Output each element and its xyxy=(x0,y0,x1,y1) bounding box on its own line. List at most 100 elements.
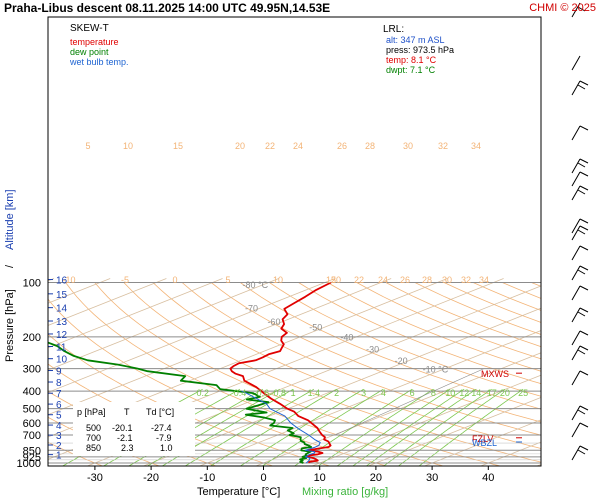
isotherm-label: -50 xyxy=(309,323,322,333)
chart-title: Praha-Libus descent 08.11.2025 14:00 UTC… xyxy=(4,1,330,15)
altitude-tick-label: 14 xyxy=(56,304,68,315)
wind-barb xyxy=(571,158,589,174)
marker-label-wbzl: WBZL xyxy=(472,438,497,448)
x-tick-label: 30 xyxy=(426,472,438,484)
table-row-850-p: 850 xyxy=(86,443,101,453)
legend-temperature: temperature xyxy=(70,37,119,47)
wind-barb-staff xyxy=(571,55,581,71)
mixing-ratio-label: 2 xyxy=(334,388,339,398)
wind-barb xyxy=(571,330,589,346)
wind-barb-staff xyxy=(571,422,581,438)
wind-barb xyxy=(571,345,589,361)
theta-label-lower: 32 xyxy=(461,275,471,285)
theta-label-lower: 30 xyxy=(442,275,452,285)
wind-barb-staff xyxy=(571,307,581,323)
table-row-700-td: -7.9 xyxy=(156,433,172,443)
table-header-t: T xyxy=(124,407,130,417)
x-tick-label: 10 xyxy=(314,472,326,484)
mixing-ratio-label: 4 xyxy=(381,388,386,398)
wind-barb-flag xyxy=(579,370,589,376)
wind-barb xyxy=(571,218,589,234)
chart-series xyxy=(48,281,332,464)
wind-barb-flag xyxy=(579,307,589,313)
theta-label-upper: 30 xyxy=(403,141,413,151)
theta-label-lower: 0 xyxy=(172,275,177,285)
mixing-ratio-label: 6 xyxy=(410,388,415,398)
mixing-ratio-label: 8 xyxy=(431,388,436,398)
mixing-ratio-label: 0.6 xyxy=(257,388,270,398)
legend-title: SKEW-T xyxy=(70,23,109,34)
theta-label-upper: 20 xyxy=(235,141,245,151)
legend-dew-point: dew point xyxy=(70,47,109,57)
lrl-altitude: alt: 347 m ASL xyxy=(386,35,445,45)
wind-barb-flag xyxy=(577,162,586,168)
theta-label-upper: 34 xyxy=(471,141,481,151)
wind-barb-staff xyxy=(571,445,581,461)
wind-barb-staff xyxy=(571,245,581,261)
lrl-title: LRL: xyxy=(383,24,404,35)
wind-barb-staff xyxy=(571,265,581,281)
wind-barb xyxy=(571,2,586,18)
wind-barb xyxy=(571,285,589,301)
theta-label-upper: 28 xyxy=(365,141,375,151)
y-tick-label: 200 xyxy=(23,332,41,344)
wind-barb-flag xyxy=(579,218,589,224)
theta-label-lower: -10 xyxy=(62,275,75,285)
x-tick-label: 40 xyxy=(482,472,494,484)
wind-barb xyxy=(571,171,589,187)
wind-barb-flag xyxy=(579,80,589,86)
theta-label-upper: 24 xyxy=(293,141,303,151)
mixing-ratio-label: 25 xyxy=(518,388,528,398)
dry-adiabat xyxy=(327,282,541,372)
dry-adiabat xyxy=(531,282,541,287)
isotherm xyxy=(48,278,279,371)
isotherm xyxy=(423,419,541,466)
wind-barb xyxy=(571,265,589,281)
x-axis-title: Temperature [°C] xyxy=(197,486,280,498)
table-row-850-td: 1.0 xyxy=(160,443,173,453)
y-tick-label: 100 xyxy=(23,277,41,289)
altitude-tick-label: 10 xyxy=(56,355,68,366)
lrl-box xyxy=(380,20,486,78)
series-line-wet-bulb-temp- xyxy=(241,390,321,464)
theta-label-lower: 10 xyxy=(273,275,283,285)
dry-adiabat xyxy=(443,282,541,323)
wind-barb-flag xyxy=(579,445,589,451)
altitude-tick-label: 15 xyxy=(56,290,68,301)
table-header-p: p [hPa] xyxy=(77,407,106,417)
wind-barb-flag xyxy=(577,6,586,12)
mixing-ratio-label: 10 xyxy=(445,388,455,398)
lrl-pressure: press: 973.5 hPa xyxy=(386,45,454,55)
altitude-tick-label: 3 xyxy=(56,431,62,442)
y-tick-label: 925 xyxy=(23,452,41,464)
dry-adiabat xyxy=(590,283,600,467)
wind-barb-flag xyxy=(577,349,586,355)
altitude-tick-label: 7 xyxy=(56,389,62,400)
wind-barb-flag xyxy=(577,269,586,275)
theta-label-lower: 24 xyxy=(378,275,388,285)
wind-barb xyxy=(571,80,589,96)
wind-barb-flag xyxy=(579,345,589,351)
mixing-ratio-label: 0.2 xyxy=(196,388,209,398)
x-axis-title-mixing: Mixing ratio [g/kg] xyxy=(302,486,388,498)
altitude-tick-label: 5 xyxy=(56,411,62,422)
lrl-dewpoint: dwpt: 7.1 °C xyxy=(386,65,436,75)
table-header-td: Td [°C] xyxy=(146,407,174,417)
y-tick-label: 500 xyxy=(23,404,41,416)
y-tick-label: 600 xyxy=(23,418,41,430)
theta-label-lower: 28 xyxy=(422,275,432,285)
altitude-tick-label: 2 xyxy=(56,441,62,452)
theta-label-lower: -5 xyxy=(121,275,129,285)
wind-barb-staff xyxy=(571,330,581,346)
isotherm xyxy=(48,278,223,349)
mixing-ratio-label: 1.4 xyxy=(308,388,321,398)
wind-barb-staff xyxy=(571,158,581,174)
isotherm xyxy=(48,278,336,393)
dry-adiabat xyxy=(269,282,541,397)
theta-label-lower: 22 xyxy=(354,275,364,285)
legend-box xyxy=(68,20,144,72)
wind-barb xyxy=(571,185,589,201)
isotherm-label: -70 xyxy=(245,304,258,314)
wind-barb-staff xyxy=(571,285,581,301)
wind-barb-flag xyxy=(579,422,589,428)
